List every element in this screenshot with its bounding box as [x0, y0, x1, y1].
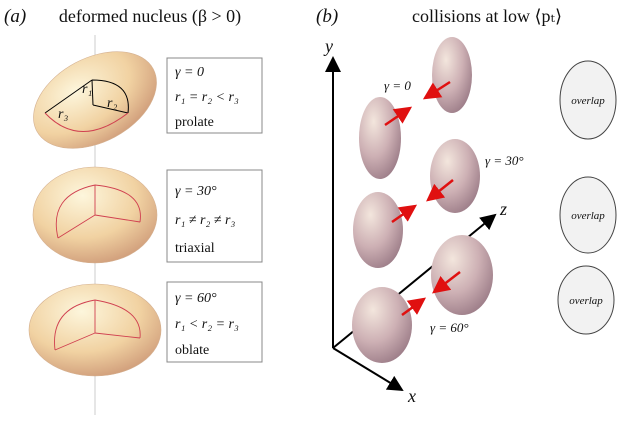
- gamma-label: γ = 0: [175, 65, 204, 80]
- panel-label: (a): [4, 6, 26, 27]
- radius-label: r₁: [82, 82, 92, 97]
- overlap: overlap: [557, 265, 615, 335]
- overlap-label: overlap: [571, 210, 605, 222]
- collision-label: γ = 60°: [430, 320, 469, 335]
- gamma-label: γ = 30°: [175, 184, 217, 199]
- panel-title: collisions at low ⟨pₜ⟩: [412, 6, 562, 26]
- radius-label: r₃: [58, 107, 68, 122]
- panel-label: (b): [316, 6, 338, 27]
- nucleus: [32, 166, 158, 264]
- collision-label: γ = 0: [384, 78, 411, 93]
- shape-name: triaxial: [175, 241, 215, 256]
- case-box: γ = 0 r₁ = r₂ < r₃ prolate: [166, 57, 263, 134]
- case-box: γ = 60° r₁ < r₂ = r₃ oblate: [166, 281, 263, 363]
- collision: γ = 30°: [353, 139, 524, 268]
- nucleus: [28, 283, 162, 377]
- axes: y z x: [323, 36, 507, 406]
- relation: r₁ = r₂ < r₃: [175, 90, 239, 105]
- axis-label: x: [407, 386, 416, 406]
- case-box: γ = 30° r₁ ≠ r₂ ≠ r₃ triaxial: [166, 169, 263, 263]
- axis-label: z: [499, 199, 507, 219]
- shape-name: prolate: [175, 115, 214, 130]
- collision: γ = 60°: [352, 235, 493, 363]
- gamma-label: γ = 60°: [175, 291, 217, 306]
- relation: r₁ < r₂ = r₃: [175, 317, 239, 332]
- overlap-label: overlap: [569, 295, 603, 307]
- overlap: overlap: [559, 60, 617, 140]
- overlap-label: overlap: [571, 95, 605, 107]
- radius-label: r₂: [107, 96, 117, 111]
- overlap: overlap: [559, 176, 617, 254]
- collision: γ = 0: [359, 37, 472, 179]
- nucleus: r₁ r₂ r₃: [33, 51, 157, 149]
- panel-title: deformed nucleus (β > 0): [59, 6, 241, 27]
- relation: r₁ ≠ r₂ ≠ r₃: [175, 213, 235, 228]
- axis-label: y: [323, 36, 333, 56]
- collision-label: γ = 30°: [485, 153, 524, 168]
- shape-name: oblate: [175, 343, 209, 358]
